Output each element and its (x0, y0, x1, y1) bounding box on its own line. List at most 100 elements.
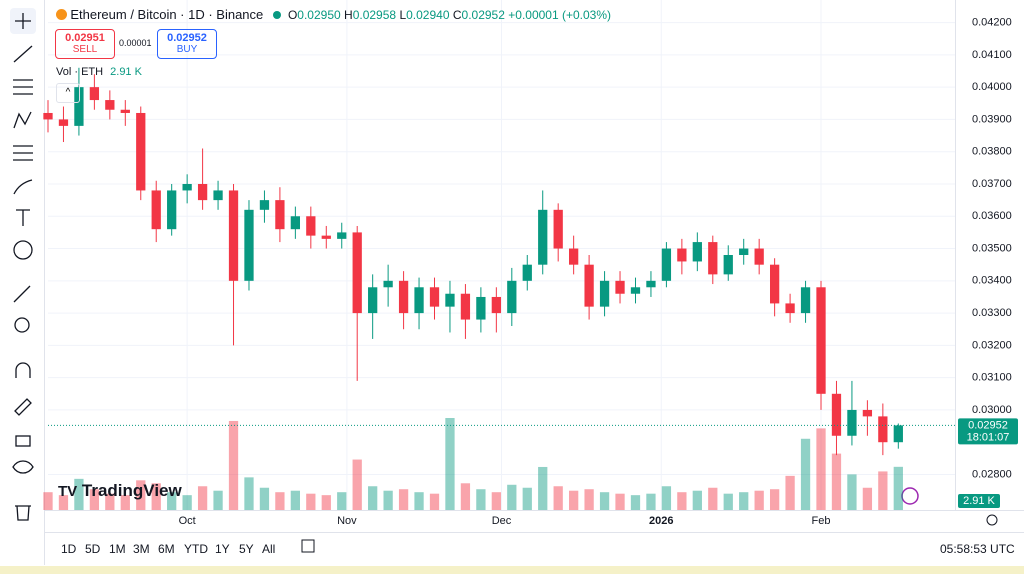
volume-bar (136, 480, 146, 510)
visibility-tool[interactable] (12, 460, 34, 474)
zoom-tool[interactable] (14, 317, 30, 333)
candle-body (213, 190, 223, 201)
candle-body (136, 112, 146, 191)
lock-drawing-tool[interactable] (14, 398, 32, 416)
brush-tool[interactable] (13, 179, 33, 195)
logo-text: TradingView (81, 481, 182, 500)
date-range-icon[interactable] (301, 539, 315, 553)
pattern-tool[interactable] (13, 111, 32, 129)
candle-body (800, 287, 811, 314)
candle-body (460, 293, 471, 320)
volume-bar (599, 492, 610, 510)
candle-body (491, 296, 501, 314)
text-tool[interactable] (16, 209, 30, 226)
candle-body (429, 287, 440, 307)
drawing-toolbar (10, 8, 36, 521)
lock-tool[interactable] (15, 435, 31, 447)
candle-body (337, 232, 347, 239)
x-tick-label: Oct (179, 515, 196, 527)
candle-body (584, 264, 594, 307)
collapse-button[interactable]: ^ (56, 83, 80, 103)
candle-body (321, 235, 331, 239)
candle-body (398, 280, 409, 314)
y-tick-label: 0.03900 (972, 113, 1012, 125)
change: +0.00001 (+0.03%) (508, 8, 612, 22)
range-button[interactable]: 3M (133, 542, 150, 556)
y-tick-label: 0.02800 (972, 468, 1012, 480)
trendline-tool[interactable] (13, 45, 33, 63)
ohlc-label: C (452, 8, 462, 22)
range-button[interactable]: 1D (61, 542, 77, 556)
volume-bar (723, 493, 733, 510)
candle-body (739, 248, 749, 255)
volume-bar (275, 492, 285, 510)
emoji-tool[interactable] (13, 240, 33, 260)
volume-bar (244, 477, 254, 510)
alert-icon[interactable] (901, 487, 919, 505)
volume-legend: Vol · ETH 2.91 K (56, 66, 142, 78)
candle-body (754, 248, 764, 265)
symbol-icon (56, 9, 67, 20)
volume-bar (692, 490, 702, 510)
range-button[interactable]: 5D (85, 542, 101, 556)
range-button[interactable]: 1Y (215, 542, 230, 556)
candle-body (599, 280, 610, 307)
candle-body (862, 409, 873, 417)
sell-button[interactable]: 0.02951 SELL (55, 29, 115, 59)
volume-bar (615, 493, 625, 510)
y-tick-label: 0.03000 (972, 404, 1012, 416)
volume-bar (769, 489, 780, 510)
volume-bar (259, 487, 270, 510)
range-button[interactable]: 5Y (239, 542, 254, 556)
volume-bar (105, 493, 115, 510)
candle-body (847, 409, 857, 436)
projection-tool[interactable] (13, 145, 33, 161)
candle-body (692, 242, 702, 262)
sell-price: 0.02951 (65, 32, 105, 44)
volume-value: 2.91 K (110, 66, 142, 78)
candle-body (43, 112, 53, 120)
volume-bar (429, 493, 440, 510)
ohlc-label: L (399, 8, 407, 22)
magnet-tool[interactable] (15, 362, 31, 378)
candle-body (58, 119, 69, 126)
buy-button[interactable]: 0.02952 BUY (157, 29, 217, 59)
volume-bar (785, 475, 795, 510)
range-button[interactable]: 6M (158, 542, 175, 556)
range-button[interactable]: All (262, 542, 276, 556)
volume-bar (197, 486, 208, 510)
volume-bar (847, 474, 857, 510)
crosshair-tool[interactable] (15, 13, 31, 29)
trash-tool[interactable] (15, 505, 31, 521)
candle-body (414, 287, 424, 314)
ruler-tool[interactable] (13, 285, 31, 303)
volume-bar (352, 459, 362, 510)
y-tick-label: 0.03200 (972, 339, 1012, 351)
market-status (272, 11, 281, 19)
range-button[interactable]: YTD (184, 542, 208, 556)
volume-bar (151, 483, 161, 510)
volume-bar (507, 484, 517, 510)
candle-body (646, 280, 656, 288)
volume-bar (445, 418, 455, 510)
settings-icon[interactable] (986, 514, 998, 526)
volume-bar (816, 428, 826, 510)
y-tick-label: 0.03800 (972, 146, 1012, 158)
range-button[interactable]: 1M (109, 542, 126, 556)
volume-bar (893, 466, 903, 510)
candle-body (352, 232, 362, 314)
candle-body (569, 248, 579, 265)
symbol-title[interactable]: Ethereum / Bitcoin · 1D · Binance (70, 7, 264, 22)
candle-body (553, 209, 563, 249)
volume-bar (398, 489, 409, 510)
fib-tool[interactable] (13, 79, 33, 95)
candle-body (105, 100, 115, 110)
volume-bar (460, 483, 471, 510)
y-tick-label: 0.03100 (972, 372, 1012, 384)
candle-body (445, 293, 455, 307)
volume-bar (306, 493, 316, 510)
ohlc-value: 0.02950 (297, 8, 341, 22)
price-tag-value: 0.02952 (968, 419, 1008, 431)
